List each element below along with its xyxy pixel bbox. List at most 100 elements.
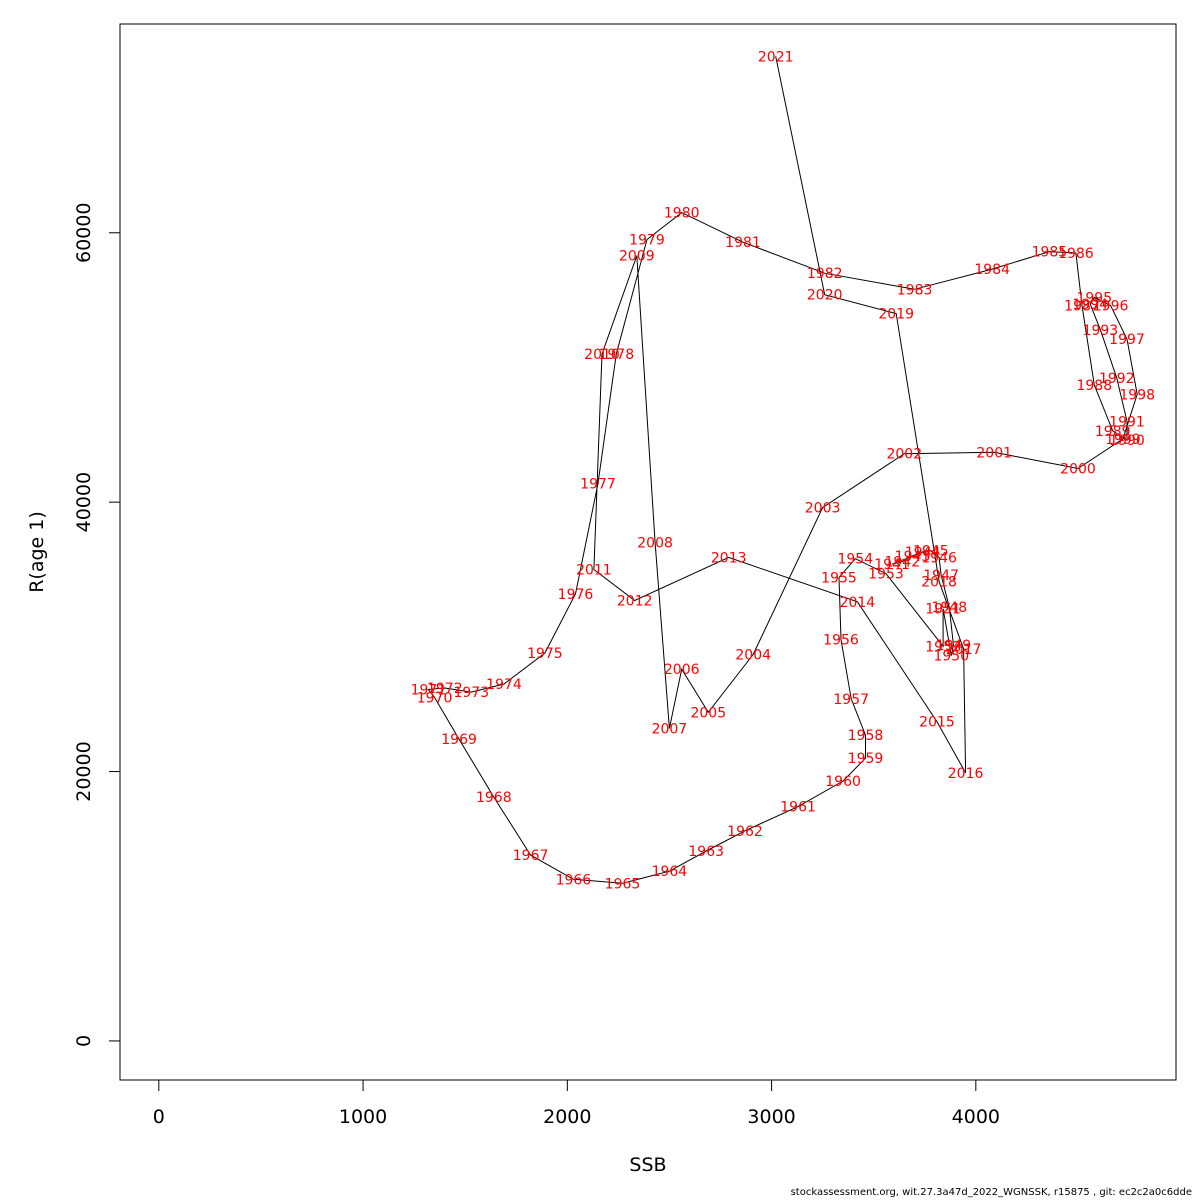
- year-label-2016: 2016: [948, 766, 984, 782]
- year-label-1947: 1947: [923, 568, 959, 584]
- year-label-2018: 2018: [921, 575, 957, 591]
- year-label-2014: 2014: [840, 595, 876, 611]
- year-label-1997: 1997: [1109, 332, 1145, 348]
- year-label-1956: 1956: [823, 633, 859, 649]
- year-label-2001: 2001: [976, 445, 1012, 461]
- x-tick-label: 1000: [339, 1106, 387, 1128]
- y-tick-label: 0: [73, 1035, 95, 1047]
- year-label-1989: 1989: [1095, 424, 1131, 440]
- year-label-1968: 1968: [476, 790, 512, 806]
- recruitment-trajectory-line: [427, 56, 1138, 884]
- year-label-1958: 1958: [848, 728, 884, 744]
- x-axis: 0 1000 2000 3000 4000: [153, 1079, 1000, 1128]
- year-label-1998: 1998: [1119, 387, 1155, 403]
- year-label-1944: 1944: [905, 545, 941, 561]
- year-label-1965: 1965: [605, 876, 641, 892]
- year-label-1957: 1957: [833, 692, 869, 708]
- year-label-1975: 1975: [527, 646, 563, 662]
- series-line: [427, 56, 1138, 884]
- year-label-2005: 2005: [690, 705, 726, 721]
- year-label-1942: 1942: [884, 554, 920, 570]
- year-label-1966: 1966: [556, 872, 592, 888]
- year-label-2002: 2002: [886, 447, 922, 463]
- year-label-2008: 2008: [637, 536, 673, 552]
- year-label-1990: 1990: [1109, 433, 1145, 449]
- year-label-1985: 1985: [1032, 245, 1068, 261]
- year-label-1961: 1961: [780, 800, 816, 816]
- year-label-1980: 1980: [664, 206, 700, 222]
- year-label-1972: 1972: [427, 681, 463, 697]
- year-label-1994: 1994: [1072, 297, 1108, 313]
- year-label-2019: 2019: [878, 307, 914, 323]
- year-label-1973: 1973: [453, 685, 489, 701]
- year-label-2015: 2015: [919, 715, 955, 731]
- year-label-1983: 1983: [897, 282, 933, 298]
- year-label-1982: 1982: [807, 266, 843, 282]
- year-label-1992: 1992: [1099, 371, 1135, 387]
- year-label-1987: 1987: [1064, 299, 1100, 315]
- year-label-1959: 1959: [848, 751, 884, 767]
- year-label-1952: 1952: [925, 639, 961, 655]
- year-label-2004: 2004: [735, 647, 771, 663]
- year-label-1996: 1996: [1093, 299, 1129, 315]
- year-label-1950: 1950: [933, 649, 969, 665]
- year-label-1978: 1978: [598, 347, 634, 363]
- plot-frame: [119, 23, 1177, 1081]
- year-label-1977: 1977: [580, 476, 616, 492]
- year-label-1974: 1974: [486, 677, 522, 693]
- x-axis-title: SSB: [629, 1154, 666, 1176]
- year-label-2012: 2012: [617, 594, 653, 610]
- year-label-1967: 1967: [513, 848, 549, 864]
- x-tick-label: 4000: [952, 1106, 1000, 1128]
- y-axis-title: R(age 1): [26, 511, 48, 593]
- year-label-2000: 2000: [1060, 462, 1096, 478]
- year-label-2009: 2009: [619, 249, 655, 265]
- year-label-1995: 1995: [1076, 290, 1112, 306]
- year-label-1943: 1943: [895, 549, 931, 565]
- year-label-2017: 2017: [946, 642, 982, 658]
- year-label-1969: 1969: [441, 732, 477, 748]
- year-label-1962: 1962: [727, 824, 763, 840]
- x-tick-label: 0: [153, 1106, 165, 1128]
- year-label-1991: 1991: [1109, 414, 1145, 430]
- y-axis: 0 20000 40000 60000: [73, 203, 121, 1047]
- y-tick-label: 20000: [73, 741, 95, 801]
- year-label-1948: 1948: [931, 600, 967, 616]
- year-label-2007: 2007: [652, 721, 688, 737]
- year-label-2021: 2021: [758, 49, 794, 65]
- year-label-1954: 1954: [837, 552, 873, 568]
- year-label-1986: 1986: [1058, 246, 1094, 262]
- year-label-2006: 2006: [664, 662, 700, 678]
- year-label-1963: 1963: [688, 844, 724, 860]
- year-label-1971: 1971: [411, 682, 447, 698]
- year-label-1979: 1979: [629, 233, 665, 249]
- year-label-2003: 2003: [805, 501, 841, 517]
- year-label-1993: 1993: [1083, 323, 1119, 339]
- year-label-2010: 2010: [584, 347, 620, 363]
- year-label-1945: 1945: [913, 544, 949, 560]
- y-tick-label: 60000: [73, 203, 95, 263]
- year-label-1960: 1960: [825, 774, 861, 790]
- x-tick-label: 2000: [543, 1106, 591, 1128]
- year-label-1988: 1988: [1076, 378, 1112, 394]
- year-label-1976: 1976: [558, 587, 594, 603]
- year-label-1949: 1949: [936, 638, 972, 654]
- year-label-2011: 2011: [576, 563, 612, 579]
- year-label-1951: 1951: [925, 602, 961, 618]
- year-label-1970: 1970: [417, 691, 453, 707]
- year-label-1984: 1984: [974, 262, 1010, 278]
- year-label-1964: 1964: [652, 864, 688, 880]
- year-label-1955: 1955: [821, 571, 857, 587]
- year-label-1941: 1941: [874, 557, 910, 573]
- y-tick-label: 40000: [73, 472, 95, 532]
- year-label-1946: 1946: [921, 550, 957, 566]
- year-label-1953: 1953: [868, 567, 904, 583]
- year-label-1999: 1999: [1105, 432, 1141, 448]
- year-label-2013: 2013: [711, 550, 747, 566]
- year-label-2020: 2020: [807, 288, 843, 304]
- x-tick-label: 3000: [747, 1106, 795, 1128]
- year-label-1981: 1981: [725, 235, 761, 251]
- footer-credit: stockassessment.org, wit.27.3a47d_2022_W…: [790, 1187, 1192, 1198]
